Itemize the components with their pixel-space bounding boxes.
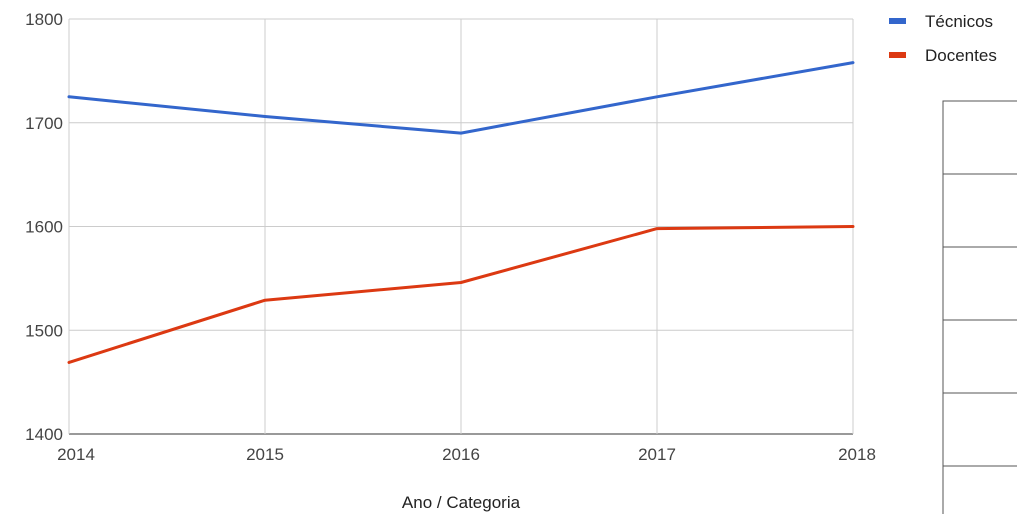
side-table-border	[942, 100, 1017, 514]
y-tick-label: 1800	[25, 10, 63, 29]
series-lines	[67, 61, 855, 364]
legend-label: Docentes	[925, 46, 997, 65]
x-axis-tick-labels: 2014 2015 2016 2017 2018	[57, 445, 876, 464]
grid	[68, 18, 854, 435]
y-tick-label: 1500	[25, 321, 63, 340]
y-tick-label: 1700	[25, 114, 63, 133]
series-line-docentes	[67, 225, 855, 364]
y-axis-tick-labels: 1400 1500 1600 1700 1800	[25, 10, 63, 444]
side-table	[942, 100, 1017, 514]
x-tick-label: 2014	[57, 445, 95, 464]
x-axis-title: Ano / Categoria	[402, 493, 521, 512]
x-tick-label: 2015	[246, 445, 284, 464]
legend: Técnicos Docentes	[889, 12, 997, 65]
legend-label: Técnicos	[925, 12, 993, 31]
legend-swatch	[889, 18, 906, 24]
x-tick-label: 2018	[838, 445, 876, 464]
x-tick-label: 2016	[442, 445, 480, 464]
y-tick-label: 1400	[25, 425, 63, 444]
series-line-tecnicos	[67, 61, 855, 135]
x-tick-label: 2017	[638, 445, 676, 464]
legend-swatch	[889, 52, 906, 58]
y-tick-label: 1600	[25, 218, 63, 237]
